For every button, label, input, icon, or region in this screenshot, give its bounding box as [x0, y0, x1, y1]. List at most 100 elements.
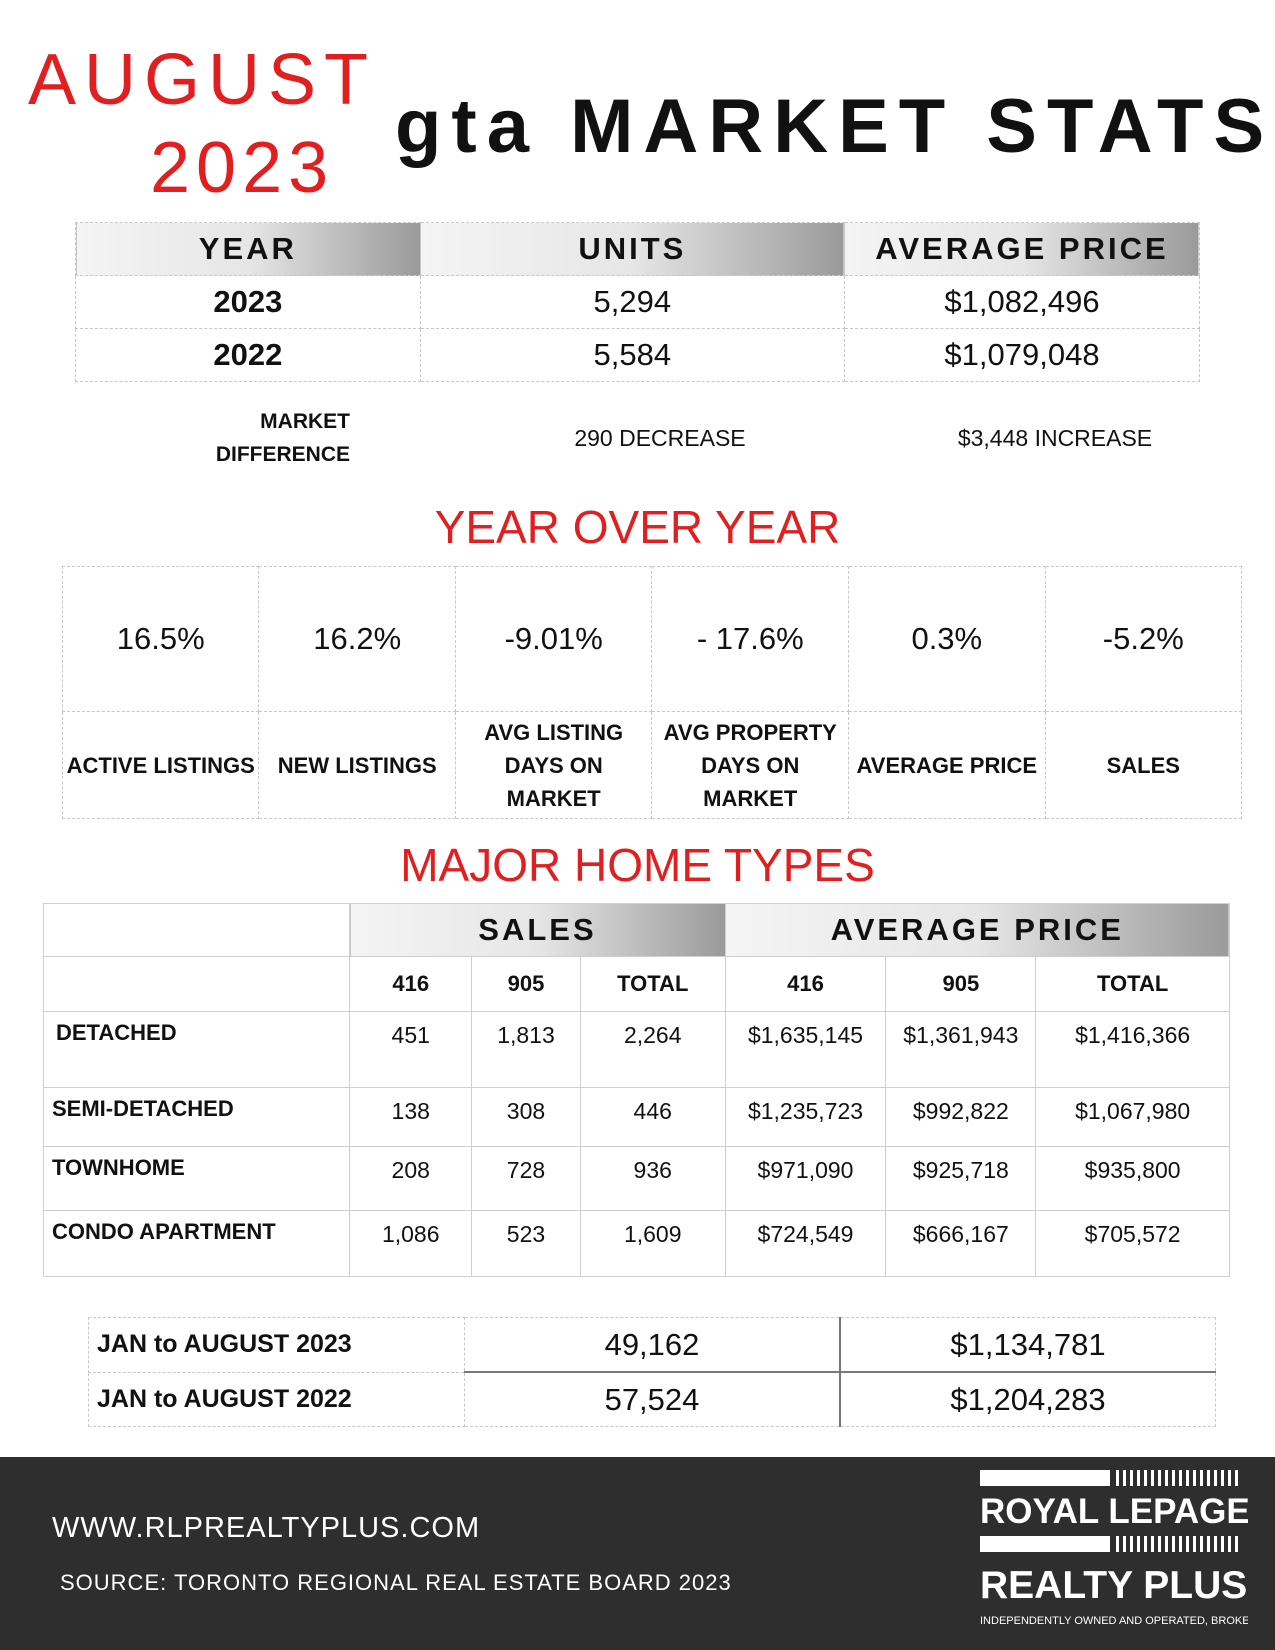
summary-row: 2022 5,584 $1,079,048	[75, 328, 1201, 382]
row-label-semi-detached: SEMI-DETACHED	[42, 1087, 351, 1147]
table-cell: $1,416,366	[1035, 1011, 1230, 1088]
table-row: JAN to AUGUST 2023 49,162 $1,134,781	[88, 1317, 1216, 1373]
price-difference: $3,448 INCREASE	[957, 425, 1153, 451]
summary-table: YEAR UNITS AVERAGE PRICE 2023 5,294 $1,0…	[75, 222, 1201, 382]
yoy-label-line: NEW LISTINGS	[277, 752, 437, 778]
table-cell: 308	[471, 1087, 581, 1147]
summary-header-price: AVERAGE PRICE	[843, 222, 1201, 276]
yoy-label-line: SALES	[1106, 752, 1180, 778]
logo-tagline: INDEPENDENTLY OWNED AND OPERATED, BROKER…	[980, 1615, 1248, 1627]
yoy-value-avg-listing-dom: -9.01%	[454, 566, 653, 712]
yoy-label-sales: SALES	[1044, 711, 1243, 819]
table-cell: $666,167	[885, 1210, 1037, 1277]
yoy-title: YEAR OVER YEAR	[434, 501, 841, 553]
sub-header-price-905: 905	[885, 956, 1037, 1012]
yoy-value-average-price: 0.3%	[848, 566, 1046, 712]
ytd-label: JAN to AUGUST 2023	[88, 1317, 465, 1373]
home-types-title: MAJOR HOME TYPES	[400, 839, 875, 891]
ytd-units: 49,162	[463, 1317, 841, 1373]
table-cell: $1,067,980	[1035, 1087, 1230, 1147]
row-label-townhome: TOWNHOME	[42, 1146, 351, 1211]
table-cell: $971,090	[724, 1146, 887, 1211]
group-header-average-price: AVERAGE PRICE	[724, 903, 1231, 957]
source-note: SOURCE: TORONTO REGIONAL REAL ESTATE BOA…	[60, 1570, 732, 1595]
table-row: JAN to AUGUST 2022 57,524 $1,204,283	[88, 1371, 1216, 1427]
ytd-units: 57,524	[463, 1371, 841, 1427]
summary-row: 2023 5,294 $1,082,496	[75, 275, 1201, 329]
yoy-value-avg-property-dom: - 17.6%	[651, 566, 850, 712]
table-cell: $925,718	[885, 1146, 1037, 1211]
table-cell: 451	[349, 1011, 473, 1088]
table-cell: $935,800	[1035, 1146, 1230, 1211]
yoy-value-active-listings: 16.5%	[61, 566, 260, 712]
table-cell: $1,635,145	[724, 1011, 887, 1088]
group-header-sales: SALES	[349, 903, 726, 957]
sub-header-sales-905: 905	[471, 956, 581, 1012]
home-types-corner	[42, 903, 351, 957]
summary-price: $1,082,496	[843, 275, 1201, 329]
summary-header-units: UNITS	[419, 222, 845, 276]
logo-line2: REALTY PLUS	[980, 1564, 1247, 1607]
yoy-label-line: ACTIVE LISTINGS	[66, 752, 255, 778]
table-cell: $1,361,943	[885, 1011, 1037, 1088]
table-row: DETACHED 451 1,813 2,264 $1,635,145 $1,3…	[42, 1011, 1230, 1088]
table-cell: $1,235,723	[724, 1087, 887, 1147]
website-link[interactable]: WWW.RLPREALTYPLUS.COM	[52, 1512, 481, 1544]
row-label-condo-apartment: CONDO APARTMENT	[42, 1210, 351, 1277]
market-difference-label-line2: DIFFERENCE	[215, 443, 350, 466]
yoy-label-line: MARKET	[703, 785, 798, 811]
report-month: AUGUST	[28, 40, 377, 120]
ytd-table: JAN to AUGUST 2023 49,162 $1,134,781 JAN…	[88, 1317, 1216, 1427]
units-difference: 290 DECREASE	[574, 425, 746, 451]
table-cell: $724,549	[724, 1210, 887, 1277]
table-cell: 1,086	[349, 1210, 473, 1277]
market-difference-label-line1: MARKET	[260, 410, 350, 433]
summary-header-year: YEAR	[75, 222, 421, 276]
market-difference-label: MARKET DIFFERENCE	[180, 405, 350, 471]
home-types-blank	[42, 956, 351, 1012]
sub-header-price-416: 416	[724, 956, 887, 1012]
logo-line1: ROYAL LEPAGE	[980, 1492, 1248, 1531]
table-cell: $705,572	[1035, 1210, 1230, 1277]
table-cell: $992,822	[885, 1087, 1037, 1147]
report-year: 2023	[150, 128, 335, 208]
ytd-price: $1,134,781	[838, 1317, 1216, 1373]
table-row: CONDO APARTMENT 1,086 523 1,609 $724,549…	[42, 1210, 1230, 1277]
yoy-value-new-listings: 16.2%	[258, 566, 456, 712]
row-label-detached: DETACHED	[42, 1011, 351, 1088]
footer-bar	[0, 1457, 1275, 1650]
yoy-label-line: DAYS ON	[701, 752, 800, 778]
table-cell: 728	[471, 1146, 581, 1211]
summary-price: $1,079,048	[843, 328, 1201, 382]
yoy-label-line: MARKET	[506, 785, 601, 811]
table-cell: 446	[579, 1087, 726, 1147]
yoy-label-line: AVG PROPERTY	[663, 719, 837, 745]
yoy-table: 16.5% 16.2% -9.01% - 17.6% 0.3% -5.2% AC…	[61, 566, 1243, 819]
table-row: SEMI-DETACHED 138 308 446 $1,235,723 $99…	[42, 1087, 1230, 1147]
summary-units: 5,584	[419, 328, 845, 382]
table-cell: 523	[471, 1210, 581, 1277]
table-cell: 936	[579, 1146, 726, 1211]
table-cell: 2,264	[579, 1011, 726, 1088]
page-title: gta MARKET STATS	[395, 84, 1275, 169]
yoy-label-line: DAYS ON	[504, 752, 603, 778]
logo-graphic: ROYAL LEPAGE REALTY PLUS INDEPENDENTLY O…	[980, 1470, 1275, 1627]
yoy-label-new-listings: NEW LISTINGS	[258, 711, 456, 819]
ytd-price: $1,204,283	[838, 1371, 1216, 1427]
table-cell: 1,609	[579, 1210, 726, 1277]
home-types-table: SALES AVERAGE PRICE 416 905 TOTAL 416 90…	[42, 903, 1231, 1277]
table-cell: 1,813	[471, 1011, 581, 1088]
royal-lepage-logo: ROYAL LEPAGE REALTY PLUS INDEPENDENTLY O…	[978, 1468, 1275, 1638]
yoy-value-sales: -5.2%	[1044, 566, 1243, 712]
sub-header-sales-416: 416	[349, 956, 473, 1012]
ytd-label: JAN to AUGUST 2022	[88, 1371, 465, 1427]
summary-year: 2022	[75, 328, 421, 382]
table-cell: 208	[349, 1146, 473, 1211]
yoy-label-average-price: AVERAGE PRICE	[848, 711, 1046, 819]
sub-header-sales-total: TOTAL	[579, 956, 726, 1012]
yoy-label-avg-property-dom: AVG PROPERTY DAYS ON MARKET	[651, 711, 850, 819]
yoy-label-line: AVG LISTING	[484, 719, 624, 745]
yoy-label-avg-listing-dom: AVG LISTING DAYS ON MARKET	[454, 711, 653, 819]
sub-header-price-total: TOTAL	[1035, 956, 1230, 1012]
yoy-label-active-listings: ACTIVE LISTINGS	[61, 711, 260, 819]
